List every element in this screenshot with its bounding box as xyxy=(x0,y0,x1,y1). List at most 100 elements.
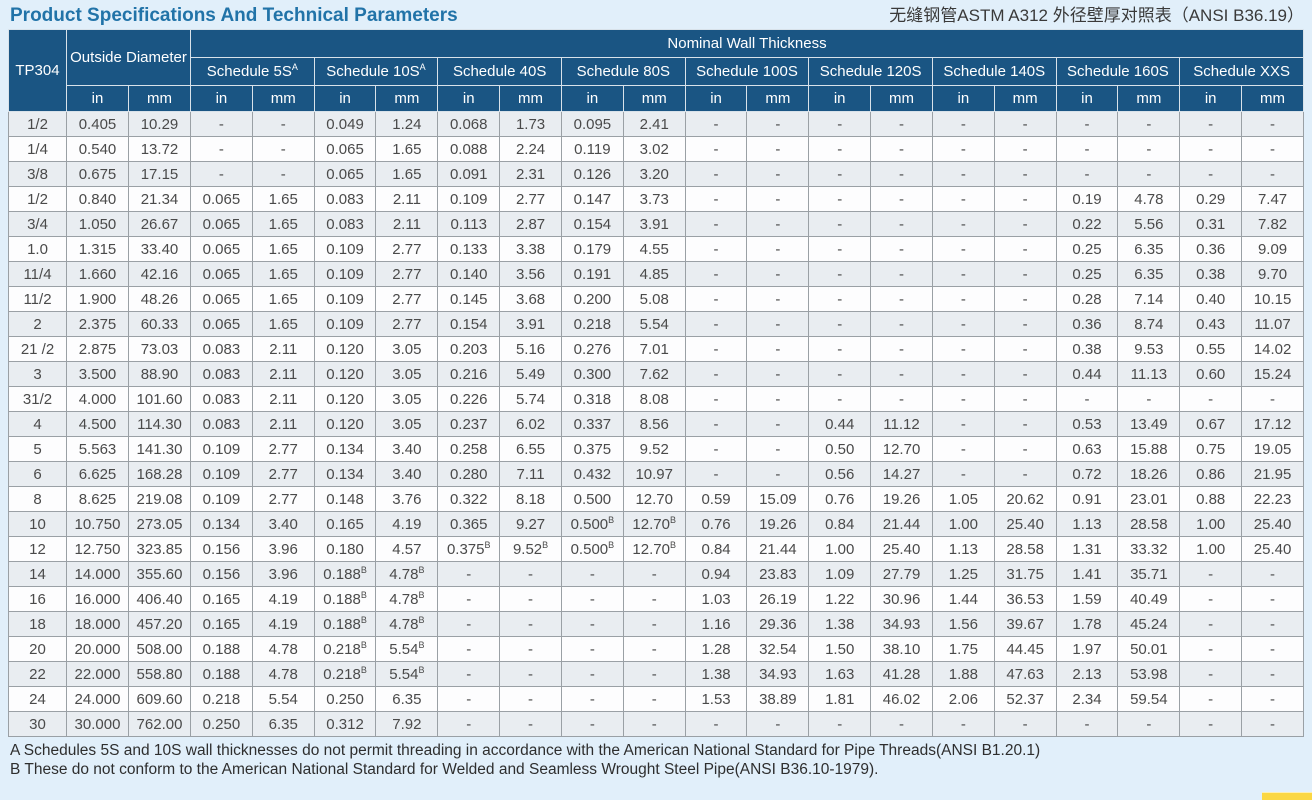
value-cell: - xyxy=(931,461,995,487)
value-cell: 0.083 xyxy=(313,211,377,237)
value-cell: 17.12 xyxy=(1241,411,1304,437)
value-cell: 1.65 xyxy=(251,211,315,237)
value-cell: 0.145 xyxy=(437,286,501,312)
value-cell: 3.91 xyxy=(622,211,686,237)
value-cell: 0.25 xyxy=(1055,261,1119,287)
value-cell: - xyxy=(684,361,748,387)
col-header-schedule-120s: Schedule 120S xyxy=(808,57,933,86)
table-header: TP304 Outside Diameter Nominal Wall Thic… xyxy=(8,29,1304,112)
value-cell: - xyxy=(870,211,933,237)
value-cell: 0.280 xyxy=(437,461,501,487)
value-cell: 0.134 xyxy=(313,436,377,462)
value-cell: - xyxy=(560,686,624,712)
value-cell: 0.276 xyxy=(560,336,624,362)
value-cell: 0.72 xyxy=(1055,461,1119,487)
value-cell: 4.19 xyxy=(251,611,315,637)
table-row: 3/8 0.675 17.15- -0.065 1.65 0.091 2.31 0.126 3.… xyxy=(8,161,1304,187)
value-cell: - xyxy=(1179,561,1243,587)
value-cell: - xyxy=(1179,661,1243,687)
value-cell: - xyxy=(684,261,748,287)
value-cell: - xyxy=(1241,586,1304,612)
value-cell: 3.05 xyxy=(375,386,439,412)
pipe-size-cell: 11/2 xyxy=(8,286,67,312)
value-cell: - xyxy=(993,161,1057,187)
value-cell: 25.40 xyxy=(1241,511,1304,537)
value-cell: 0.065 xyxy=(190,261,253,287)
value-cell: 4.000 xyxy=(66,386,129,412)
value-cell: - xyxy=(746,711,810,737)
footnote-a: A Schedules 5S and 10S wall thicknesses … xyxy=(10,742,1041,759)
value-cell: 0.59 xyxy=(684,486,748,512)
value-cell: 0.36 xyxy=(1179,236,1243,262)
value-cell: 0.188B xyxy=(313,611,377,637)
value-cell: 12.70 xyxy=(622,486,686,512)
col-header-schedule-40s: Schedule 40S xyxy=(437,57,562,86)
value-cell: 2.11 xyxy=(251,336,315,362)
value-cell: 0.218 xyxy=(190,686,253,712)
value-cell: 2.06 xyxy=(931,686,995,712)
value-cell: - xyxy=(1117,111,1181,137)
value-cell: - xyxy=(684,111,748,137)
value-cell: - xyxy=(993,136,1057,162)
pipe-size-cell: 3/8 xyxy=(8,161,67,187)
value-cell: 3.05 xyxy=(375,361,439,387)
value-cell: - xyxy=(1179,111,1243,137)
value-cell: 0.095 xyxy=(560,111,624,137)
pipe-size-cell: 16 xyxy=(8,586,67,612)
pipe-spec-table: TP304 Outside Diameter Nominal Wall Thic… xyxy=(8,29,1304,737)
value-cell: - xyxy=(931,411,995,437)
value-cell: 0.318 xyxy=(560,386,624,412)
value-cell: 0.218 xyxy=(560,311,624,337)
value-cell: 1.31 xyxy=(1055,536,1119,562)
value-cell: 38.10 xyxy=(870,636,933,662)
value-cell: 2.11 xyxy=(251,411,315,437)
value-cell: - xyxy=(560,661,624,687)
value-cell: - xyxy=(684,461,748,487)
value-cell: 7.14 xyxy=(1117,286,1181,312)
value-cell: 4.78B xyxy=(375,561,439,587)
value-cell: 2.41 xyxy=(622,111,686,137)
value-cell: 5.54B xyxy=(375,636,439,662)
value-cell: - xyxy=(746,261,810,287)
value-cell: 4.55 xyxy=(622,236,686,262)
value-cell: 0.109 xyxy=(313,311,377,337)
value-cell: 0.91 xyxy=(1055,486,1119,512)
value-cell: - xyxy=(870,136,933,162)
value-cell: 0.500B xyxy=(560,536,624,562)
col-header-unit-mm: mm xyxy=(1241,85,1304,112)
value-cell: 30.96 xyxy=(870,586,933,612)
pipe-size-cell: 11/4 xyxy=(8,261,67,287)
value-cell: 11.07 xyxy=(1241,311,1304,337)
col-header-unit-mm: mm xyxy=(746,85,810,112)
value-cell: 8.56 xyxy=(622,411,686,437)
value-cell: 7.11 xyxy=(499,461,562,487)
value-cell: 0.188 xyxy=(190,636,253,662)
value-cell: 1.16 xyxy=(684,611,748,637)
col-header-schedule-10s-a: Schedule 10SA xyxy=(313,57,439,86)
value-cell: 0.76 xyxy=(684,511,748,537)
value-cell: - xyxy=(499,561,562,587)
value-cell: - xyxy=(684,136,748,162)
col-header-unit-mm: mm xyxy=(128,85,191,112)
value-cell: 0.300 xyxy=(560,361,624,387)
value-cell: 25.40 xyxy=(870,536,933,562)
value-cell: 3.56 xyxy=(499,261,562,287)
value-cell: 141.30 xyxy=(128,436,191,462)
value-cell: - xyxy=(622,686,686,712)
value-cell: 18.000 xyxy=(66,611,129,637)
value-cell: - xyxy=(622,636,686,662)
value-cell: - xyxy=(1179,711,1243,737)
value-cell: 1.660 xyxy=(66,261,129,287)
value-cell: - xyxy=(931,261,995,287)
value-cell: 2.11 xyxy=(375,211,439,237)
pipe-size-cell: 10 xyxy=(8,511,67,537)
value-cell: - xyxy=(251,136,315,162)
value-cell: 12.70 xyxy=(870,436,933,462)
value-cell: - xyxy=(870,236,933,262)
value-cell: 3.76 xyxy=(375,486,439,512)
value-cell: 0.165 xyxy=(190,586,253,612)
value-cell: - xyxy=(931,386,995,412)
value-cell: 8.18 xyxy=(499,486,562,512)
value-cell: 53.98 xyxy=(1117,661,1181,687)
col-header-unit-in: in xyxy=(313,85,377,112)
